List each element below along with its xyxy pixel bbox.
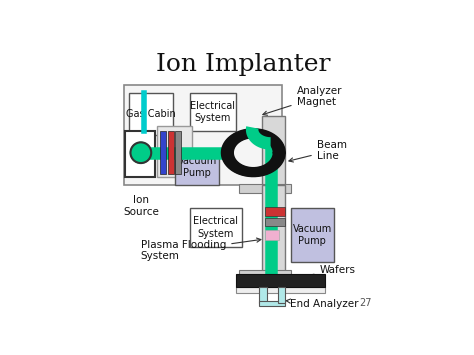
Text: Vacuum
Pump: Vacuum Pump: [293, 224, 332, 246]
Text: 27: 27: [359, 298, 372, 308]
Bar: [190, 93, 236, 131]
Bar: [175, 131, 181, 174]
Bar: [277, 288, 285, 303]
Bar: [125, 131, 155, 178]
Text: Beam
Line: Beam Line: [289, 140, 347, 162]
Bar: [291, 208, 334, 262]
Bar: [265, 218, 285, 226]
Bar: [265, 207, 285, 216]
Bar: [239, 270, 291, 280]
Bar: [168, 131, 174, 174]
Bar: [262, 185, 285, 274]
Bar: [157, 126, 191, 178]
Bar: [265, 230, 279, 240]
Text: Wafers: Wafers: [289, 265, 356, 280]
Bar: [236, 288, 325, 293]
Bar: [259, 301, 285, 306]
Bar: [239, 184, 291, 193]
Bar: [236, 274, 325, 288]
Text: Ion
Source: Ion Source: [123, 195, 159, 218]
Text: Plasma Flooding
System: Plasma Flooding System: [141, 238, 261, 261]
Bar: [262, 116, 285, 185]
Bar: [124, 85, 282, 185]
Text: End Analyzer: End Analyzer: [286, 299, 358, 310]
Text: Gas Cabin: Gas Cabin: [126, 109, 176, 119]
Bar: [175, 149, 219, 185]
Text: Analyzer
Magnet: Analyzer Magnet: [263, 86, 342, 115]
Bar: [160, 131, 165, 174]
Bar: [190, 208, 242, 247]
Text: Electrical
System: Electrical System: [193, 216, 238, 239]
Bar: [259, 288, 266, 303]
Bar: [129, 93, 173, 135]
Text: Electrical
System: Electrical System: [191, 101, 236, 123]
Text: Vacuum
Pump: Vacuum Pump: [177, 156, 217, 178]
Circle shape: [130, 142, 151, 163]
Text: Ion Implanter: Ion Implanter: [155, 53, 330, 76]
